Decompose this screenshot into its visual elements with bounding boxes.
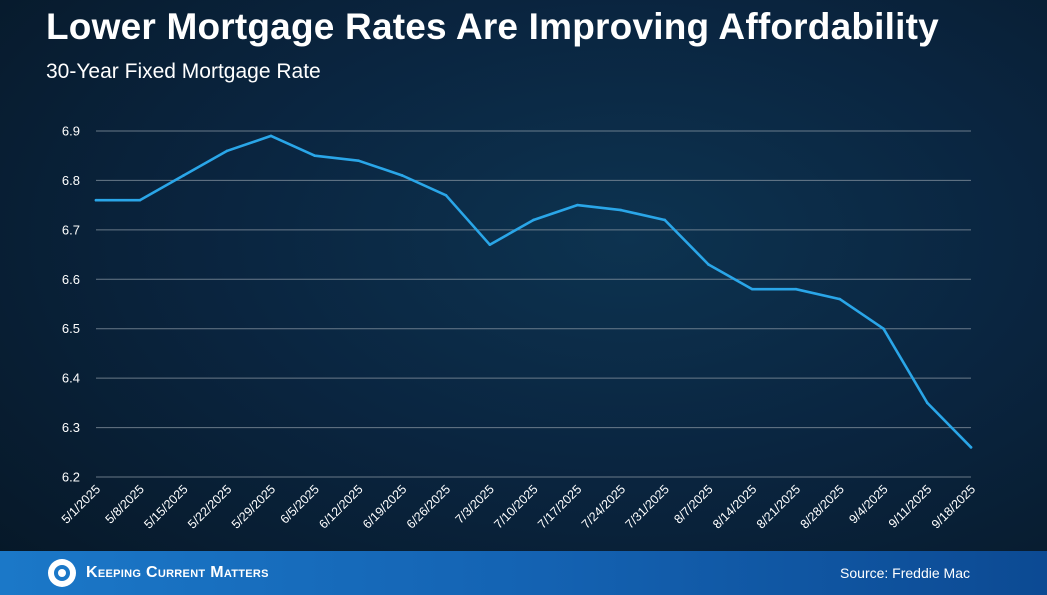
- data-point: [838, 297, 842, 301]
- page-title: Lower Mortgage Rates Are Improving Affor…: [46, 6, 939, 47]
- brand-name: Keeping Current Matters: [86, 564, 269, 581]
- data-point: [313, 154, 317, 158]
- y-tick-label: 6.3: [62, 420, 80, 435]
- mortgage-rate-line-chart: 6.2 6.3 6.4 6.5 6.6 6.7 6.8 6.9 5/1/2025 5/8/202…: [59, 124, 978, 531]
- data-point: [400, 174, 404, 177]
- data-point: [444, 193, 448, 197]
- data-point: [925, 401, 929, 405]
- x-tick-label: 9/4/2025: [846, 482, 890, 526]
- series-layer: [94, 134, 973, 449]
- data-point: [750, 287, 754, 291]
- grid-lines: [96, 130, 971, 478]
- y-tick-label: 6.8: [62, 173, 80, 188]
- data-point: [357, 159, 360, 162]
- x-tick-label: 8/28/2025: [798, 482, 847, 531]
- data-point: [532, 218, 535, 222]
- data-point: [575, 203, 579, 207]
- x-tick-label: 7/3/2025: [453, 482, 497, 526]
- y-tick-label: 6.2: [62, 470, 80, 485]
- x-tick-label: 9/18/2025: [929, 482, 978, 531]
- data-point: [488, 243, 492, 246]
- x-axis-ticks: 5/1/2025 5/8/20255/15/20255/22/20255/29/2…: [59, 482, 978, 531]
- logo-swirl-icon: [48, 559, 76, 587]
- x-tick-label: 9/11/2025: [886, 482, 935, 531]
- x-tick-label: 5/8/2025: [103, 482, 147, 526]
- x-tick-label: 8/7/2025: [671, 482, 715, 526]
- y-tick-label: 6.6: [62, 272, 80, 287]
- data-point: [269, 134, 273, 138]
- x-tick-label: 5/15/2025: [141, 482, 190, 531]
- x-tick-label: 7/10/2025: [491, 482, 540, 531]
- y-tick-label: 6.5: [62, 321, 80, 336]
- x-tick-label: 6/5/2025: [278, 482, 322, 526]
- x-tick-label: 7/31/2025: [623, 482, 672, 531]
- series-line: [94, 134, 973, 449]
- data-point: [707, 263, 710, 266]
- x-tick-label: 7/24/2025: [579, 482, 628, 531]
- data-point: [882, 327, 885, 331]
- data-point: [619, 208, 623, 212]
- data-point: [663, 218, 667, 222]
- footer-bar: Keeping Current Matters Source: Freddie …: [0, 551, 1047, 595]
- data-point: [225, 149, 229, 153]
- x-tick-label: 5/1/2025: [59, 482, 103, 526]
- data-point: [94, 198, 98, 202]
- y-tick-label: 6.9: [62, 124, 80, 139]
- data-point: [182, 174, 185, 177]
- brand-logo: Keeping Current Matters: [48, 559, 269, 587]
- x-tick-label: 8/14/2025: [710, 482, 759, 531]
- x-tick-label: 6/26/2025: [404, 482, 453, 531]
- y-tick-label: 6.4: [62, 371, 80, 386]
- data-point: [969, 446, 973, 449]
- x-tick-label: 6/19/2025: [360, 482, 409, 531]
- x-tick-label: 5/29/2025: [229, 482, 278, 531]
- x-tick-label: 5/22/2025: [185, 482, 234, 531]
- data-point: [794, 287, 798, 291]
- x-tick-label: 8/21/2025: [754, 482, 803, 531]
- x-tick-label: 7/17/2025: [535, 482, 584, 531]
- x-tick-label: 6/12/2025: [316, 482, 365, 531]
- y-tick-label: 6.7: [62, 222, 80, 237]
- y-axis-ticks: 6.2 6.3 6.4 6.5 6.6 6.7 6.8 6.9: [62, 124, 80, 485]
- source-credit: Source: Freddie Mac: [840, 565, 970, 581]
- data-point: [138, 198, 142, 202]
- chart-subtitle: 30-Year Fixed Mortgage Rate: [46, 60, 321, 83]
